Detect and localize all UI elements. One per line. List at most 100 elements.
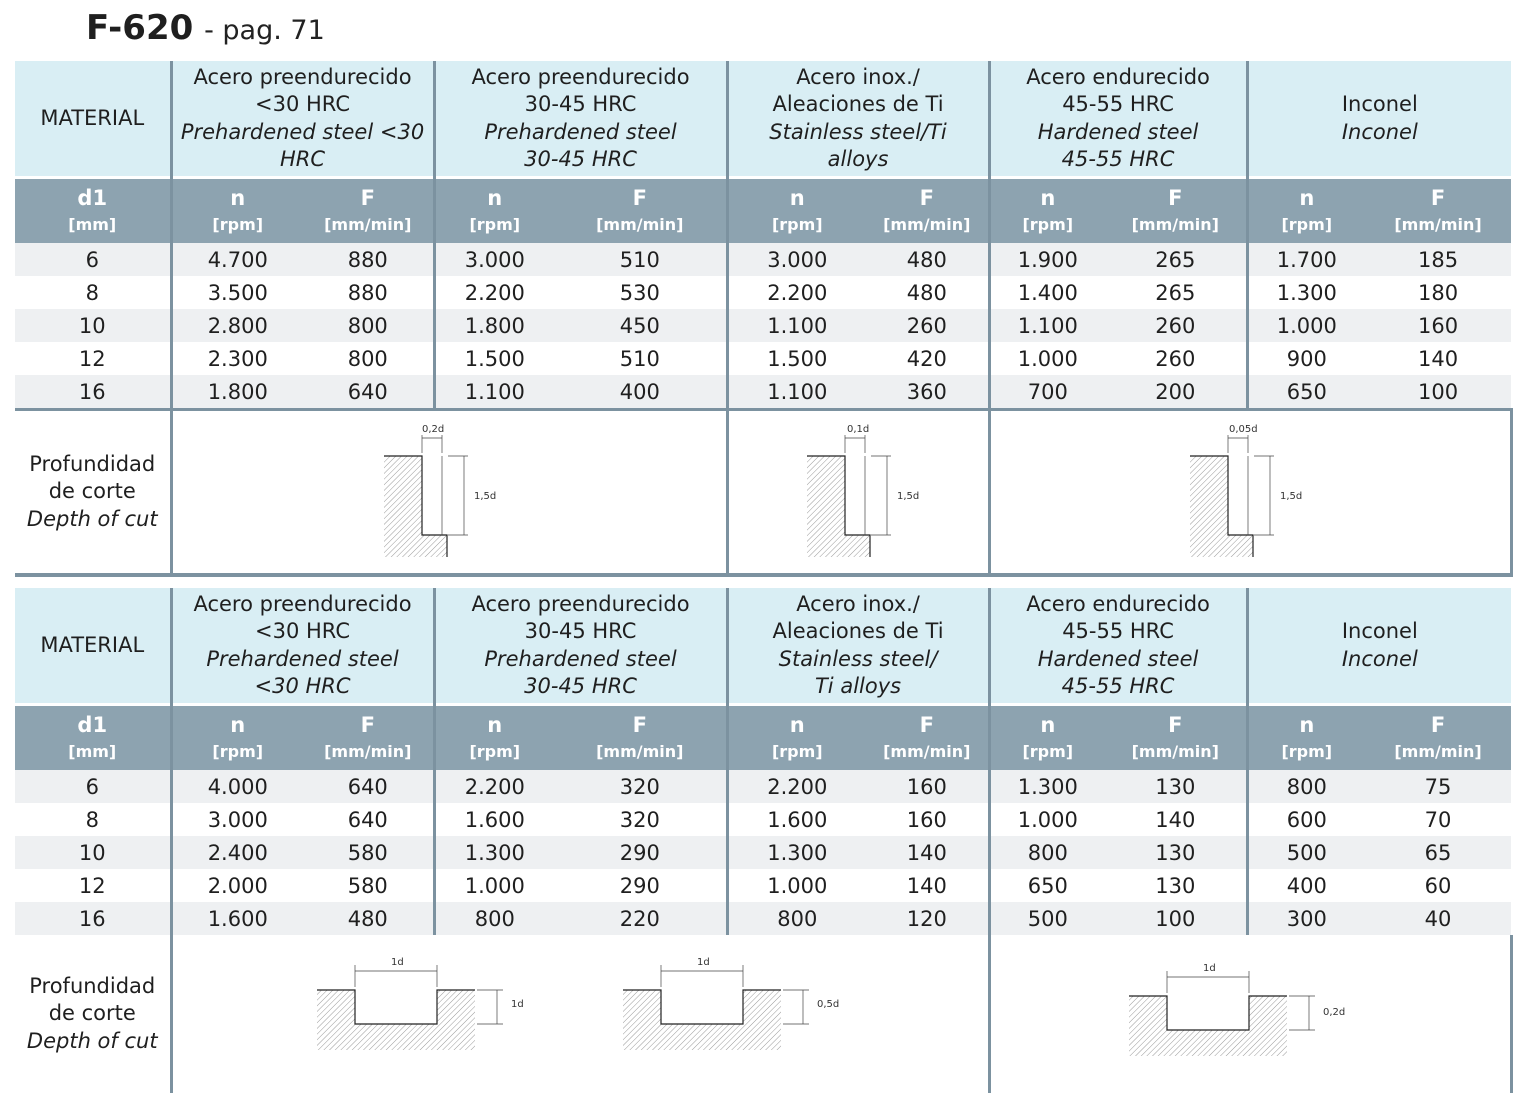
cell-n: 800 (432, 902, 555, 935)
diagram-width-label: 0,05d (1229, 424, 1258, 435)
cell-d1: 12 (78, 346, 106, 371)
cell-f: 260 (1155, 346, 1196, 371)
cell-f: 140 (906, 873, 947, 898)
cell-n: 800 (987, 836, 1106, 869)
slot-depth-diagram-pair: 1d 1d 1d 0,5d (316, 957, 839, 1050)
cell-f: 70 (1424, 807, 1452, 832)
cell-f: 40 (1365, 902, 1512, 935)
cell-n: 2.200 (725, 770, 867, 803)
cell-f: 640 (303, 770, 435, 803)
slot-depth-diagram: 1d 0,2d (1128, 963, 1345, 1056)
cell-f: 400 (554, 375, 728, 410)
col-f: F [mm/min] (1365, 703, 1512, 770)
cell-f: 200 (1105, 375, 1248, 410)
cell-f: 140 (866, 836, 990, 869)
diagram-depth-label: 1,5d (1280, 491, 1302, 502)
cell-n: 3.500 (169, 276, 303, 309)
col-f: F [mm/min] (303, 703, 435, 770)
col-n: n [rpm] (725, 703, 867, 770)
cell-n: 650 (987, 869, 1106, 902)
cell-n: 1.800 (432, 309, 555, 342)
cell-n: 2.200 (432, 770, 555, 803)
cell-n: 2.300 (169, 342, 303, 375)
cell-f: 580 (347, 873, 388, 898)
cell-f: 800 (303, 309, 435, 342)
cell-n: 1.700 (1245, 243, 1366, 276)
table-row: 6 4.000 640 2.200 320 2.200 160 1.300 13… (15, 770, 1512, 803)
cell-f: 510 (554, 243, 728, 276)
col-n: n [rpm] (987, 176, 1106, 243)
cell-n: 1.900 (987, 243, 1106, 276)
diagram-depth-label: 1,5d (897, 491, 919, 502)
cell-n: 1.100 (987, 309, 1106, 342)
cell-f: 160 (906, 807, 947, 832)
cell-n: 1.100 (725, 375, 867, 410)
material-inconel: Inconel Inconel (1245, 588, 1512, 705)
cell-n: 2.800 (169, 309, 303, 342)
cell-n: 500 (1245, 836, 1366, 869)
cell-n: 1.000 (987, 803, 1106, 836)
cutting-data-table-2: MATERIAL Acero preendurecido <30 HRC Preha… (15, 588, 1513, 1093)
cell-n: 1.500 (725, 342, 867, 375)
page-reference: - pag. 71 (204, 15, 325, 46)
cell-f: 800 (347, 346, 388, 371)
cell-n: 2.200 (432, 276, 555, 309)
cell-n: 1.400 (987, 276, 1106, 309)
cell-f: 880 (347, 280, 388, 305)
cell-n: 1.600 (169, 902, 303, 935)
cell-f: 140 (1155, 807, 1196, 832)
col-d1: d1 [mm] (15, 176, 171, 243)
cell-f: 640 (303, 375, 435, 410)
cell-n: 400 (1245, 869, 1366, 902)
cell-f: 320 (554, 770, 728, 803)
material-label: MATERIAL (15, 61, 171, 178)
diagram-width-label: 1d (697, 957, 710, 968)
cell-f: 265 (1155, 280, 1196, 305)
table-row: 12 2.300 800 1.500 510 1.500 420 1.000 2… (15, 342, 1511, 375)
cell-f: 130 (1155, 873, 1196, 898)
material-stainless-ti: Acero inox./Aleaciones de Ti Stainless st… (725, 61, 990, 178)
cell-f: 160 (866, 770, 990, 803)
cell-f: 480 (303, 902, 435, 935)
material-inconel: Inconel Inconel (1245, 61, 1512, 178)
slot-depth-diagram: 0,2d 1,5d (383, 424, 496, 557)
depth-figure-cell: 1d 0,2d (987, 935, 1513, 1093)
cell-n: 1.500 (432, 342, 555, 375)
cell-n: 1.000 (725, 869, 867, 902)
cell-f: 160 (1365, 309, 1512, 342)
diagram-width-label: 0,2d (422, 424, 444, 435)
col-n: n [rpm] (987, 703, 1106, 770)
cell-n: 4.000 (169, 770, 303, 803)
table-row: 12 2.000 580 1.000 290 1.000 140 650 130… (15, 869, 1511, 902)
cell-f: 130 (1105, 836, 1248, 869)
col-n: n [rpm] (432, 703, 555, 770)
cell-f: 480 (866, 243, 990, 276)
col-f: F [mm/min] (866, 703, 990, 770)
slot-depth-diagram: 0,05d 1,5d (1189, 424, 1302, 557)
cell-f: 290 (554, 836, 728, 869)
cell-f: 480 (906, 280, 947, 305)
cell-d1: 8 (85, 807, 99, 832)
depth-of-cut-row: Profundidad de corte Depth of cut 0,2d 1,5… (15, 409, 1513, 575)
cell-n: 1.800 (169, 375, 303, 410)
material-hardened-45-55: Acero endurecido 45-55 HRC Hardened steel 4… (987, 588, 1248, 705)
diagram-width-label: 1d (391, 957, 404, 968)
col-f: F [mm/min] (554, 176, 728, 243)
cell-f: 320 (619, 807, 660, 832)
cell-n: 500 (987, 902, 1106, 935)
cutting-data-table-1: MATERIAL Acero preendurecido <30 HRC Preha… (15, 61, 1513, 577)
cell-n: 3.000 (169, 803, 303, 836)
material-row: MATERIAL Acero preendurecido <30 HRC Preha… (15, 61, 1512, 178)
cell-f: 140 (1418, 346, 1459, 371)
material-prehardened-30: Acero preendurecido <30 HRC Prehardened st… (169, 588, 435, 705)
table-row: 8 3.000 640 1.600 320 1.600 160 1.000 14… (15, 803, 1511, 836)
column-header-row: d1 [mm] n [rpm] F [mm/min] n [rpm] F [mm/min]… (15, 703, 1512, 770)
cell-n: 1.600 (432, 803, 555, 836)
cell-f: 880 (303, 243, 435, 276)
col-n: n [rpm] (725, 176, 867, 243)
depth-figure-cell: 0,2d 1,5d (169, 409, 728, 575)
cell-d1: 12 (78, 873, 106, 898)
diagram-width-label: 1d (1203, 963, 1216, 974)
depth-figure-cell: 0,1d 1,5d (725, 409, 990, 575)
cell-n: 300 (1245, 902, 1366, 935)
